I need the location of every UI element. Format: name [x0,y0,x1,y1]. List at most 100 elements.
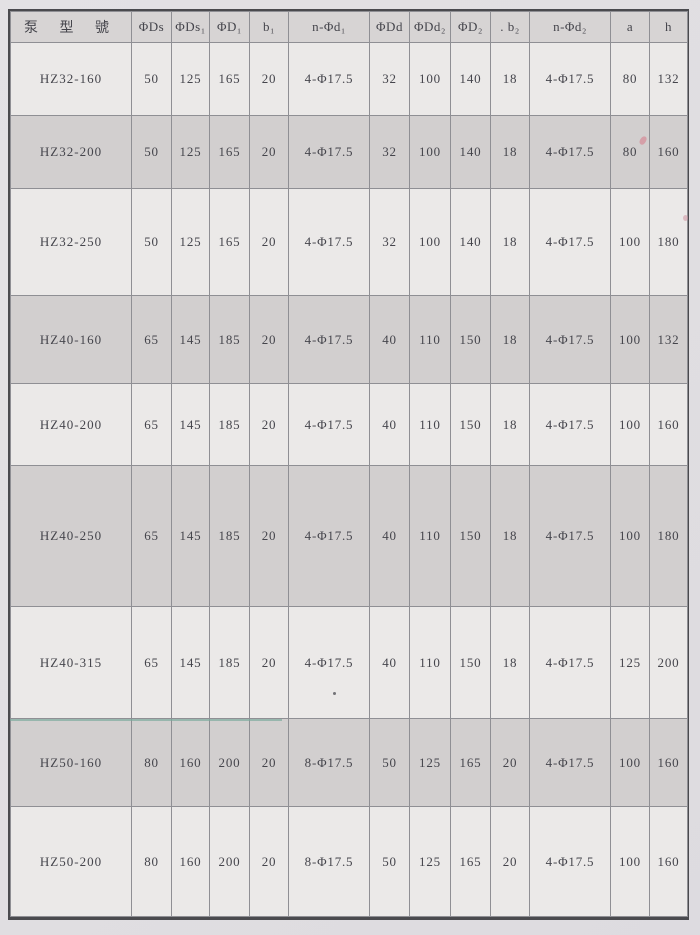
value-cell: 100 [610,718,650,807]
value-cell: 160 [171,718,210,807]
value-cell: 132 [649,295,688,384]
value-cell: 140 [450,115,491,189]
column-header-ds: ΦDs [131,11,172,43]
value-cell: 18 [490,465,530,607]
value-cell: 110 [409,606,451,719]
value-cell: 80 [131,718,172,807]
value-cell: 18 [490,115,530,189]
value-cell: 4-Φ17.5 [288,188,370,296]
value-cell: 110 [409,295,451,384]
value-cell: 165 [450,718,491,807]
value-cell: 200 [209,806,250,917]
dimension-table: 泵 型 號 ΦDs ΦDs₁ ΦD₁ b₁ n-Φd₁ ΦDd ΦDd₂ ΦD₂. b₂ n-Φd… [10,11,688,917]
value-cell: 65 [131,383,172,466]
value-cell: 100 [610,806,650,917]
value-cell: 4-Φ17.5 [288,42,370,116]
model-cell: HZ40-250 [10,465,132,607]
value-cell: 150 [450,465,491,607]
column-header-h: h [649,11,688,43]
value-cell: 32 [369,115,410,189]
value-cell: 20 [249,383,289,466]
model-cell: HZ32-250 [10,188,132,296]
table-row: HZ40-315 65 145 185 20 4-Φ17.5 40 110 150 18 4-Φ17… [10,606,688,719]
column-header-model: 泵 型 號 [10,11,132,43]
value-cell: 4-Φ17.5 [288,465,370,607]
value-cell: 40 [369,465,410,607]
value-cell: 32 [369,42,410,116]
table-row: HZ40-160 65 145 185 20 4-Φ17.5 40 110 150 18 4-Φ17… [10,295,688,384]
value-cell: 20 [249,606,289,719]
value-cell: 20 [249,806,289,917]
value-cell: 4-Φ17.5 [529,42,611,116]
value-cell: 20 [249,718,289,807]
value-cell: 145 [171,606,210,719]
value-cell: 4-Φ17.5 [288,606,370,719]
value-cell: 150 [450,295,491,384]
value-cell: 160 [649,806,688,917]
value-cell: 150 [450,383,491,466]
value-cell: 145 [171,295,210,384]
value-cell: 160 [649,383,688,466]
value-cell: 132 [649,42,688,116]
table-body: HZ32-160 50 125 165 20 4-Φ17.5 32 100 140 18 4-Φ17… [10,42,688,917]
value-cell: 4-Φ17.5 [288,295,370,384]
value-cell: 125 [171,115,210,189]
value-cell: 4-Φ17.5 [529,806,611,917]
value-cell: 200 [649,606,688,719]
value-cell: 100 [409,115,451,189]
value-cell: 50 [369,806,410,917]
value-cell: 18 [490,295,530,384]
value-cell: 8-Φ17.5 [288,806,370,917]
model-cell: HZ40-200 [10,383,132,466]
value-cell: 100 [610,295,650,384]
value-cell: 18 [490,188,530,296]
column-header-d1: ΦD₁ [209,11,250,43]
column-header-dd2: ΦDd₂ [409,11,451,43]
value-cell: 140 [450,42,491,116]
value-cell: 40 [369,606,410,719]
value-cell: 20 [249,295,289,384]
value-cell: 125 [171,188,210,296]
value-cell: 8-Φ17.5 [288,718,370,807]
value-cell: 4-Φ17.5 [529,718,611,807]
value-cell: 100 [409,42,451,116]
value-cell: 65 [131,465,172,607]
value-cell: 4-Φ17.5 [529,383,611,466]
column-header-d2: ΦD₂ [450,11,491,43]
value-cell: 80 [610,115,650,189]
value-cell: 160 [649,718,688,807]
value-cell: 20 [249,465,289,607]
value-cell: 110 [409,465,451,607]
model-cell: HZ50-200 [10,806,132,917]
column-header-nd1: n-Φd₁ [288,11,370,43]
column-header-b1: b₁ [249,11,289,43]
column-header-nd2: n-Φd₂ [529,11,611,43]
value-cell: 125 [409,718,451,807]
value-cell: 50 [369,718,410,807]
value-cell: 4-Φ17.5 [529,295,611,384]
table-row: HZ32-160 50 125 165 20 4-Φ17.5 32 100 140 18 4-Φ17… [10,42,688,116]
value-cell: 125 [610,606,650,719]
value-cell: 4-Φ17.5 [529,465,611,607]
value-cell: 50 [131,115,172,189]
value-cell: 180 [649,465,688,607]
value-cell: 50 [131,42,172,116]
value-cell: 80 [131,806,172,917]
value-cell: 32 [369,188,410,296]
value-cell: 160 [171,806,210,917]
table-row: HZ50-200 80 160 200 20 8-Φ17.5 50 125 165 20 4-Φ17… [10,806,688,917]
table-row: HZ40-250 65 145 185 20 4-Φ17.5 40 110 150 18 4-Φ17… [10,465,688,607]
value-cell: 145 [171,383,210,466]
value-cell: 185 [209,383,250,466]
value-cell: 185 [209,606,250,719]
column-header-dd: ΦDd [369,11,410,43]
table-row: HZ32-250 50 125 165 20 4-Φ17.5 32 100 140 18 4-Φ17… [10,188,688,296]
model-cell: HZ40-160 [10,295,132,384]
value-cell: 100 [409,188,451,296]
value-cell: 40 [369,295,410,384]
model-cell: HZ32-200 [10,115,132,189]
value-cell: 65 [131,606,172,719]
value-cell: 145 [171,465,210,607]
value-cell: 20 [490,806,530,917]
